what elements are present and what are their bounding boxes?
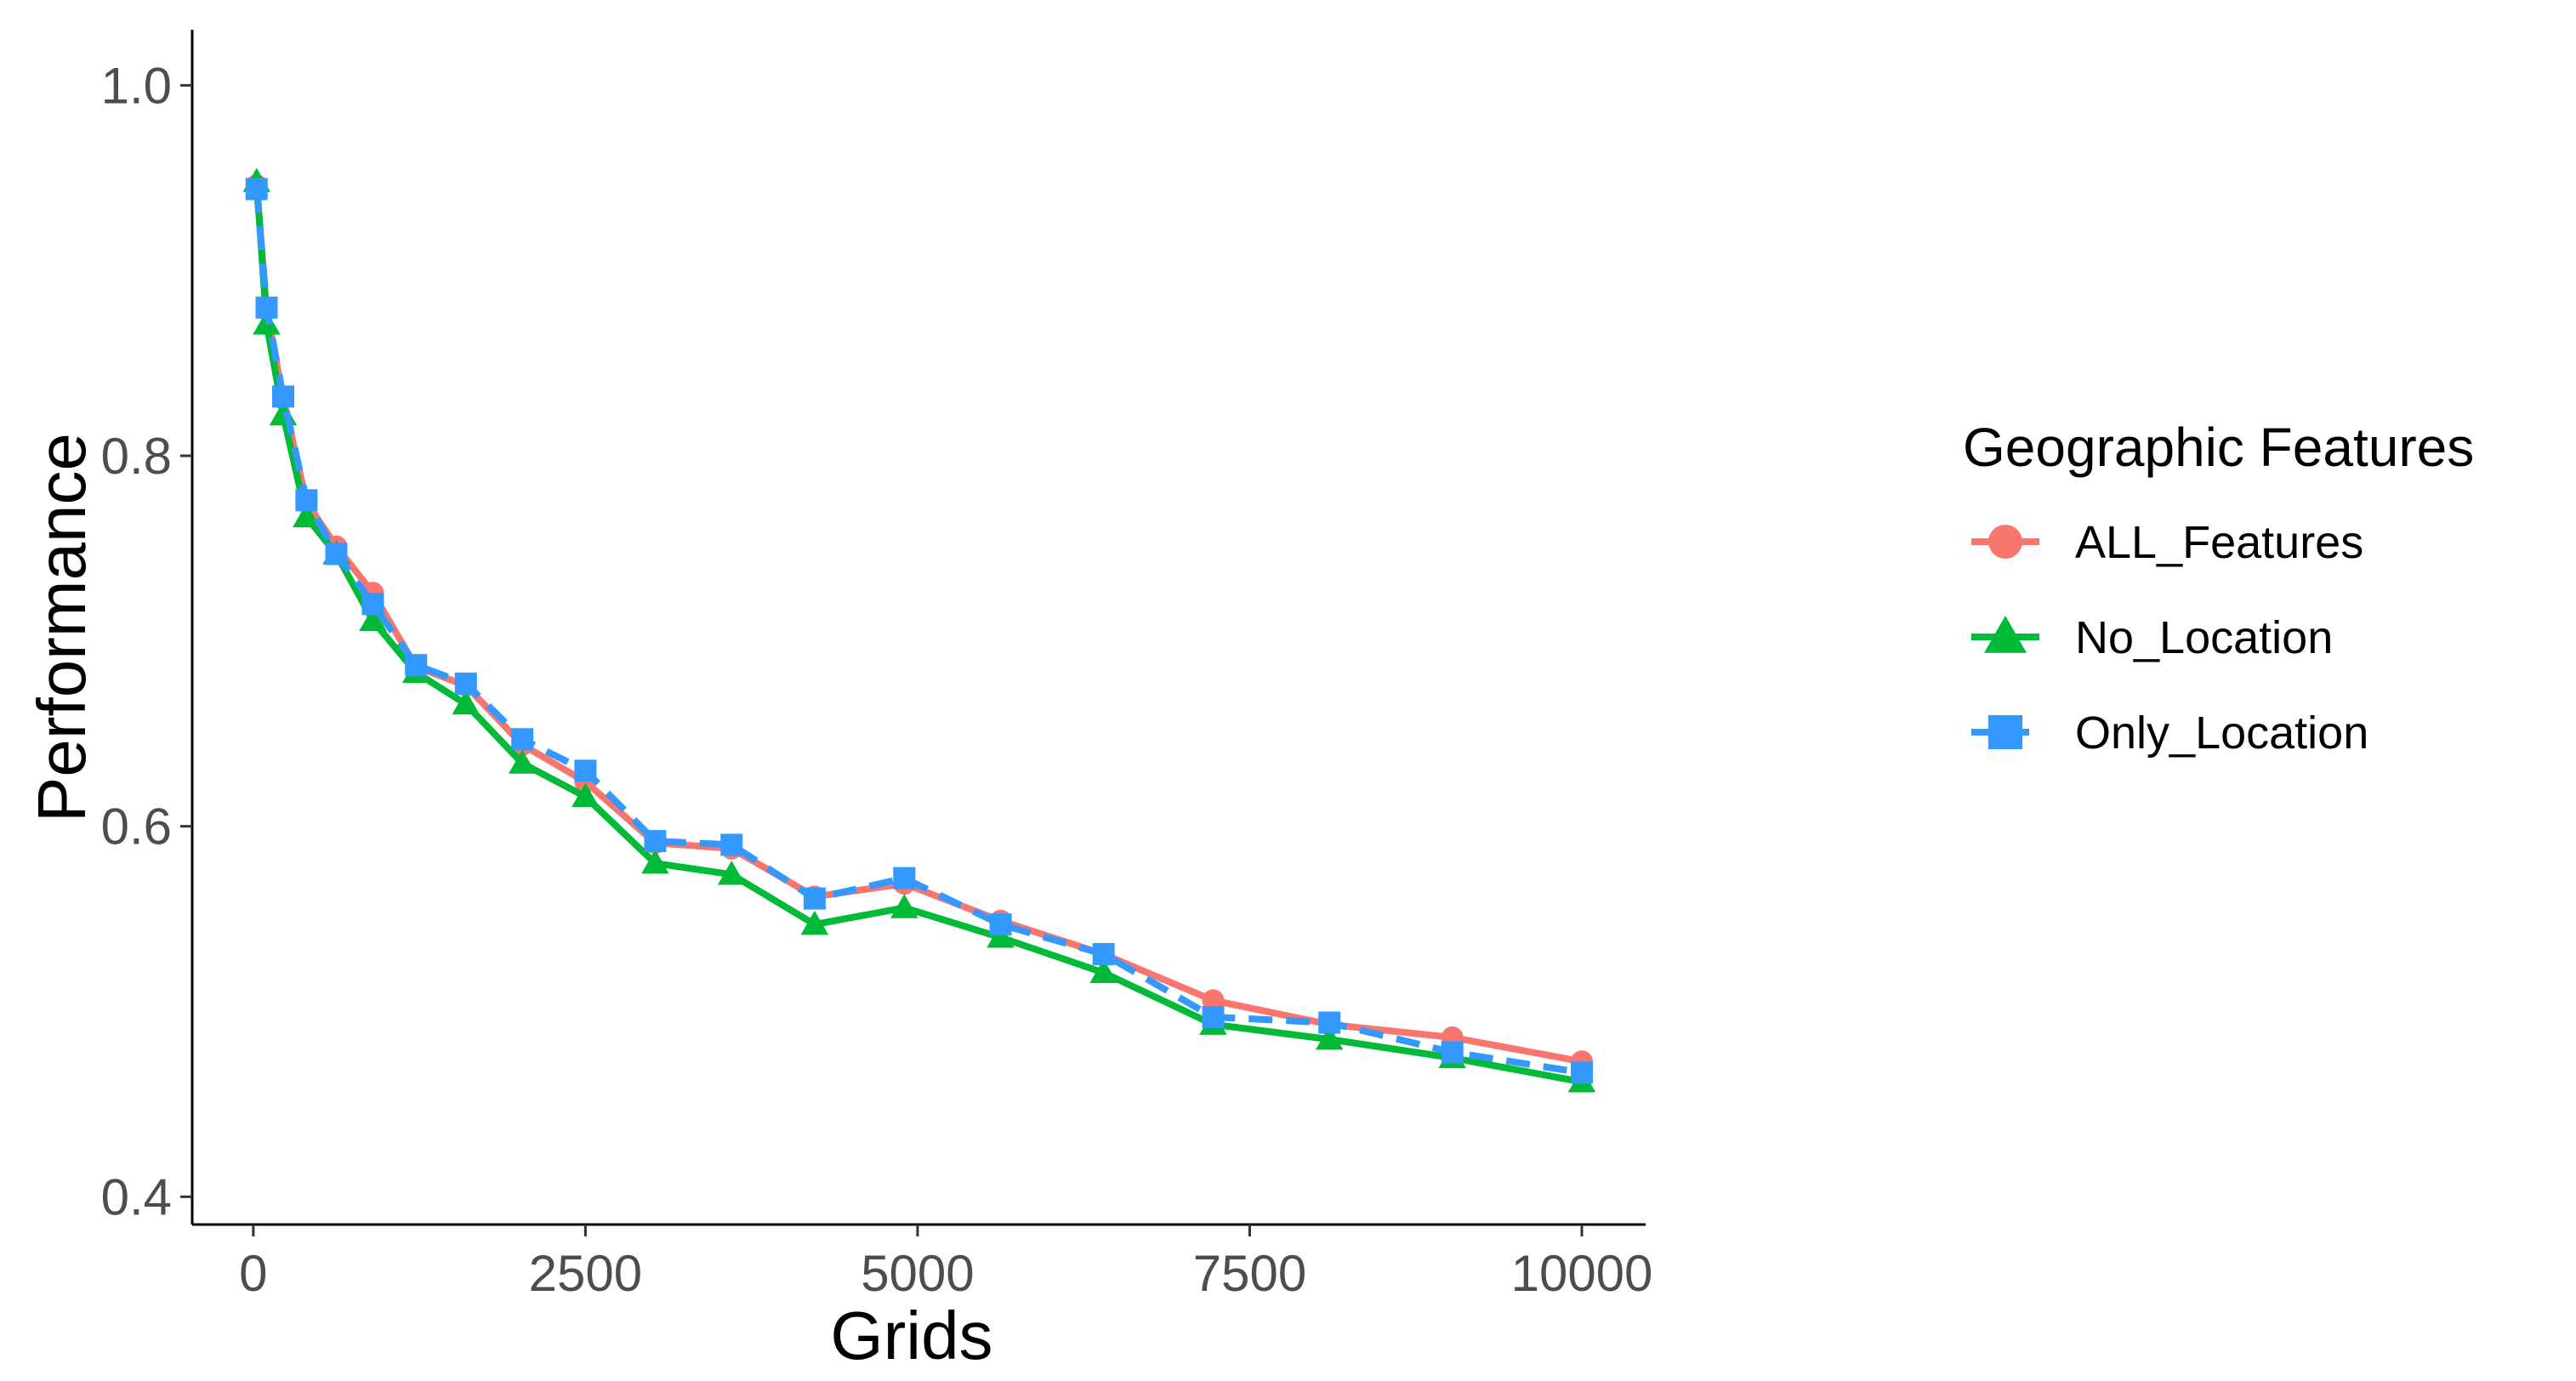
data-point-no-location [1315, 1025, 1344, 1050]
data-point-only-location [720, 833, 743, 856]
legend-label: ALL_Features [2075, 517, 2363, 568]
axes [190, 30, 1646, 1226]
data-point-all-features [1202, 989, 1225, 1012]
series-line-only-location [253, 188, 1583, 1077]
x-tick-label: 0 [239, 1245, 267, 1302]
legend-key-marker [1988, 525, 2022, 559]
data-point-only-location [295, 489, 318, 512]
data-point-only-location [255, 296, 278, 319]
data-point-only-location [1571, 1061, 1594, 1084]
data-point-no-location [571, 782, 600, 808]
series-line-all-features [253, 185, 1583, 1066]
legend-item-only-location: Only_Location [1971, 708, 2368, 759]
data-point-only-location [644, 830, 667, 853]
data-point-no-location [800, 910, 829, 935]
legend-key-marker [1988, 715, 2022, 749]
data-point-no-location [293, 503, 321, 528]
legend-items: ALL_Features No_Location Only_Location [1971, 517, 2368, 759]
data-point-only-location [325, 543, 348, 565]
axis-ticks: 0 2500 5000 7500 10000 0.4 0.6 0.8 1.0 [101, 57, 1653, 1302]
data-point-only-location [1092, 942, 1115, 965]
series-all-features [245, 173, 1594, 1073]
data-point-no-location [890, 894, 918, 918]
y-tick-label: 0.6 [101, 798, 172, 855]
data-point-only-location [1441, 1041, 1464, 1064]
x-tick-label: 2500 [529, 1245, 642, 1302]
y-axis-title: Performance [24, 433, 100, 822]
series-only-location [245, 178, 1594, 1084]
data-point-no-location [717, 861, 746, 885]
data-point-no-location [508, 749, 537, 774]
data-point-only-location [272, 385, 295, 408]
legend: Geographic Features ALL_Features No_Locat… [1963, 417, 2474, 759]
x-tick-label: 5000 [861, 1245, 974, 1302]
data-point-no-location [359, 606, 387, 632]
data-point-only-location [454, 672, 477, 695]
legend-key-marker [1984, 616, 2027, 653]
data-point-only-location [989, 913, 1012, 936]
data-point-only-location [803, 887, 826, 910]
y-tick-label: 0.4 [101, 1168, 172, 1225]
legend-item-all-features: ALL_Features [1971, 517, 2363, 568]
x-tick-label: 7500 [1193, 1245, 1306, 1302]
legend-title: Geographic Features [1963, 417, 2474, 478]
data-point-only-location [511, 728, 534, 751]
legend-item-no-location: No_Location [1971, 612, 2333, 663]
data-point-no-location [641, 849, 669, 874]
series-layer [242, 168, 1596, 1093]
series-no-location [242, 168, 1596, 1093]
y-tick-label: 1.0 [101, 57, 172, 114]
data-point-only-location [893, 867, 916, 889]
data-point-only-location [1202, 1006, 1225, 1029]
legend-label: Only_Location [2075, 708, 2368, 759]
data-point-only-location [245, 178, 268, 201]
x-axis-title: Grids [830, 1298, 992, 1373]
data-point-only-location [1318, 1011, 1341, 1034]
data-point-no-location [1089, 958, 1117, 983]
data-point-no-location [452, 690, 481, 715]
x-tick-label: 10000 [1511, 1245, 1653, 1302]
data-point-only-location [361, 593, 384, 616]
data-point-only-location [574, 759, 597, 782]
series-line-no-location [253, 181, 1583, 1086]
legend-label: No_Location [2075, 612, 2333, 663]
data-point-only-location [405, 654, 428, 677]
data-point-no-location [987, 924, 1015, 948]
y-tick-label: 0.8 [101, 428, 172, 485]
